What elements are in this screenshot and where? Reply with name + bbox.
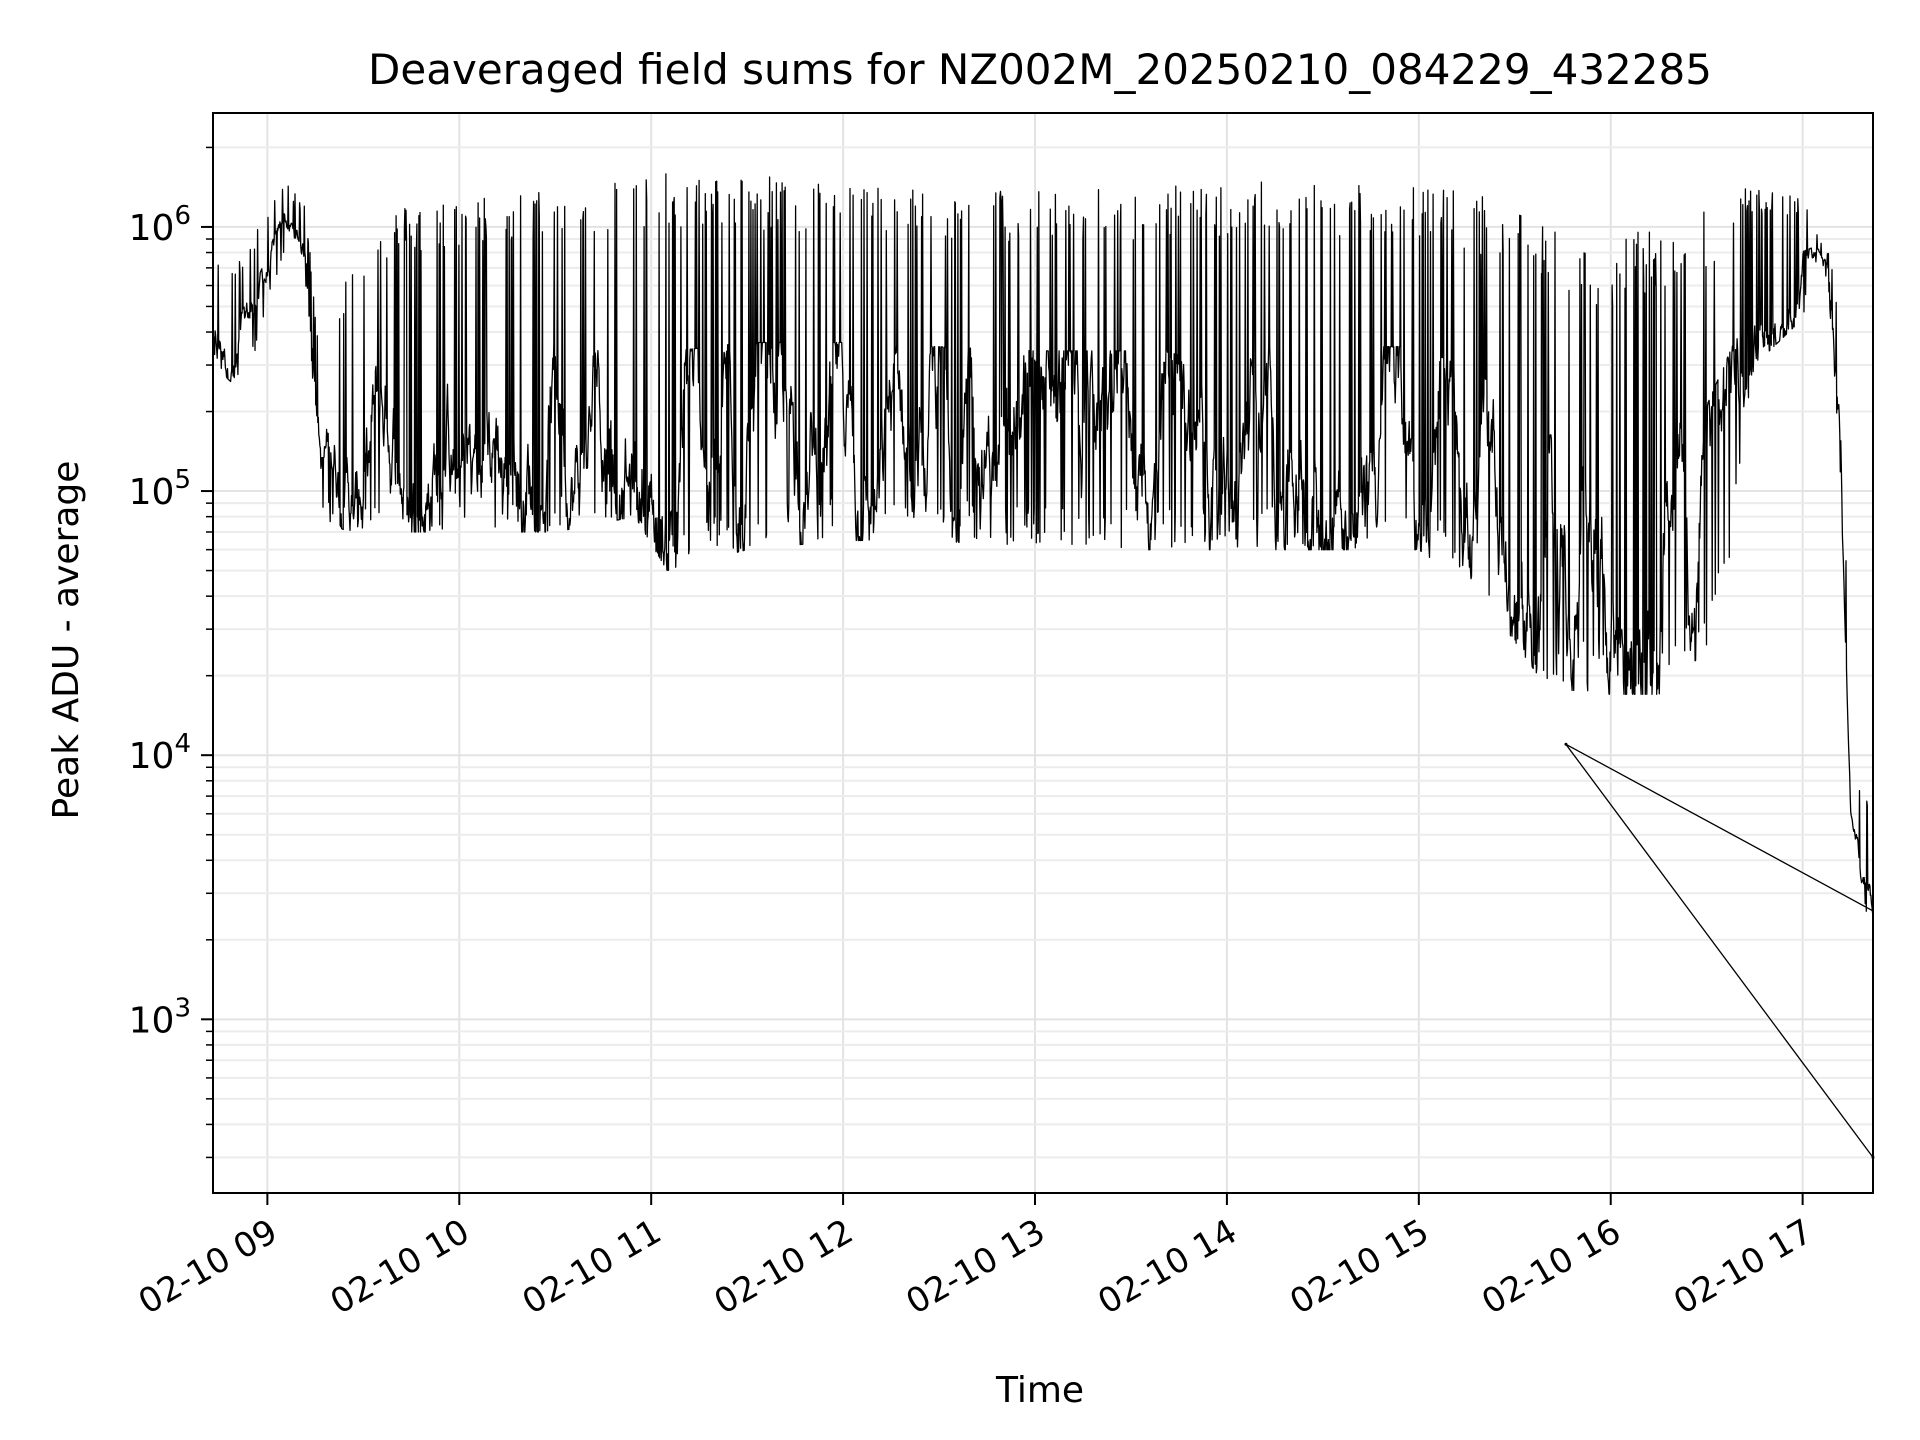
data-point <box>1564 742 1568 746</box>
y-tick-label: 105 <box>129 465 191 513</box>
y-axis-label: Peak ADU - average <box>46 461 87 820</box>
series-line <box>212 173 1874 1158</box>
y-tick-label: 103 <box>129 993 191 1041</box>
y-axis: 103 104 105 106 <box>129 146 213 1159</box>
chart-title: Deaveraged field sums for NZ002M_2025021… <box>368 45 1712 94</box>
x-axis-label: Time <box>995 1370 1084 1411</box>
plot-frame <box>212 112 1874 1194</box>
y-tick-label: 106 <box>129 201 191 249</box>
y-tick-label: 104 <box>129 729 191 777</box>
